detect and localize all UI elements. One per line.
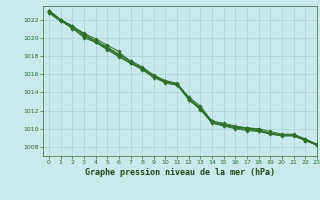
X-axis label: Graphe pression niveau de la mer (hPa): Graphe pression niveau de la mer (hPa) — [85, 168, 275, 177]
